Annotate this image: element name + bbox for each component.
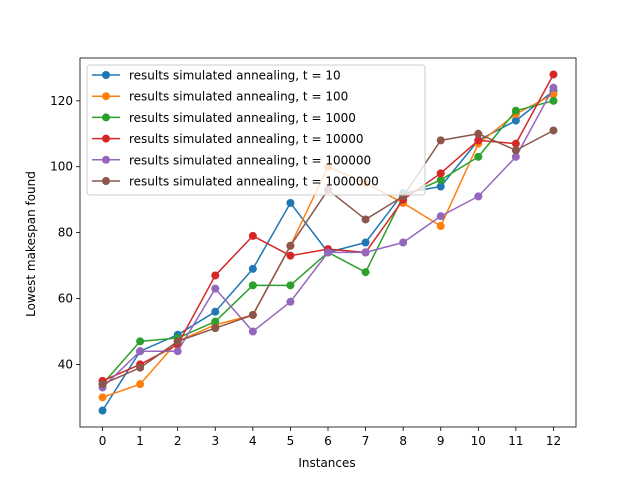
data-point-s2-3 xyxy=(211,317,220,326)
x-tick-label-3: 3 xyxy=(211,434,219,448)
data-point-s2-11 xyxy=(511,106,520,115)
data-point-s5-11 xyxy=(511,146,520,155)
data-point-s0-0 xyxy=(98,406,107,415)
legend-item-1: results simulated annealing, t = 100 xyxy=(92,90,348,104)
y-tick-label-3: 100 xyxy=(50,160,73,174)
data-point-s5-0 xyxy=(98,380,107,389)
y-tick-label-0: 40 xyxy=(58,357,73,371)
data-point-s3-5 xyxy=(286,251,295,260)
data-point-s5-1 xyxy=(136,363,145,372)
legend-label-2: results simulated annealing, t = 1000 xyxy=(129,111,356,125)
data-point-s3-9 xyxy=(436,169,445,178)
data-point-s4-7 xyxy=(361,248,370,257)
data-point-s3-11 xyxy=(511,139,520,148)
x-tick-label-10: 10 xyxy=(471,434,486,448)
legend-label-3: results simulated annealing, t = 10000 xyxy=(129,132,364,146)
x-tick-label-2: 2 xyxy=(174,434,182,448)
data-point-s4-2 xyxy=(173,347,182,356)
data-point-s5-7 xyxy=(361,215,370,224)
data-point-s4-3 xyxy=(211,284,220,293)
data-point-s1-0 xyxy=(98,393,107,402)
x-tick-label-12: 12 xyxy=(546,434,561,448)
data-point-s3-3 xyxy=(211,271,220,280)
data-point-s2-12 xyxy=(549,96,558,105)
legend-item-5: results simulated annealing, t = 1000000 xyxy=(92,175,379,189)
legend-item-0: results simulated annealing, t = 10 xyxy=(92,69,341,83)
data-point-s5-10 xyxy=(474,129,483,138)
x-tick-label-4: 4 xyxy=(249,434,257,448)
data-point-s1-9 xyxy=(436,222,445,231)
data-point-s2-5 xyxy=(286,281,295,290)
data-point-s2-10 xyxy=(474,152,483,161)
x-tick-label-5: 5 xyxy=(287,434,295,448)
data-point-s5-12 xyxy=(549,126,558,135)
legend: results simulated annealing, t = 10 resul… xyxy=(86,64,426,196)
x-tick-label-9: 9 xyxy=(437,434,445,448)
legend-label-4: results simulated annealing, t = 100000 xyxy=(129,153,371,167)
data-point-s0-3 xyxy=(211,307,220,316)
x-tick-label-11: 11 xyxy=(508,434,523,448)
data-point-s4-5 xyxy=(286,297,295,306)
data-point-s4-4 xyxy=(248,327,257,336)
data-point-s5-9 xyxy=(436,136,445,145)
legend-marker-4 xyxy=(102,155,110,164)
data-point-s4-8 xyxy=(399,238,408,247)
data-point-s4-9 xyxy=(436,212,445,221)
y-axis-label: Lowest makespan found xyxy=(24,171,38,317)
data-point-s0-5 xyxy=(286,198,295,207)
legend-label-1: results simulated annealing, t = 100 xyxy=(129,90,348,104)
data-point-s5-3 xyxy=(211,324,220,333)
data-point-s0-9 xyxy=(436,182,445,191)
x-axis-label: Instances xyxy=(298,456,355,470)
data-point-s4-1 xyxy=(136,347,145,356)
data-point-s0-4 xyxy=(248,264,257,273)
data-point-s4-6 xyxy=(324,248,332,257)
legend-marker-5 xyxy=(102,177,110,185)
data-point-s2-4 xyxy=(248,281,257,290)
legend-marker-0 xyxy=(102,71,110,79)
x-tick-label-6: 6 xyxy=(324,434,332,448)
data-point-s0-11 xyxy=(511,116,520,125)
data-point-s5-2 xyxy=(173,337,182,346)
legend-marker-3 xyxy=(102,134,110,143)
x-tick-label-0: 0 xyxy=(99,434,107,448)
x-tick-label-8: 8 xyxy=(399,434,407,448)
legend-item-2: results simulated annealing, t = 1000 xyxy=(92,111,356,125)
x-tick-label-1: 1 xyxy=(136,434,144,448)
data-point-s2-1 xyxy=(136,337,145,346)
data-point-s1-1 xyxy=(136,380,145,389)
data-point-s5-4 xyxy=(248,310,257,319)
data-point-s4-10 xyxy=(474,192,483,201)
y-tick-label-4: 120 xyxy=(50,94,73,108)
legend-item-3: results simulated annealing, t = 10000 xyxy=(92,132,364,146)
data-point-s5-5 xyxy=(286,241,295,250)
data-point-s3-12 xyxy=(549,70,558,79)
data-point-s2-7 xyxy=(361,268,370,277)
data-point-s2-9 xyxy=(436,175,445,184)
data-point-s0-7 xyxy=(361,238,370,247)
legend-label-0: results simulated annealing, t = 10 xyxy=(129,69,341,83)
y-tick-label-2: 80 xyxy=(58,226,73,240)
data-point-s3-4 xyxy=(248,231,257,240)
x-tick-label-7: 7 xyxy=(362,434,370,448)
legend-box xyxy=(86,64,426,196)
data-point-s4-11 xyxy=(511,152,520,161)
legend-marker-2 xyxy=(102,113,110,122)
legend-label-5: results simulated annealing, t = 1000000 xyxy=(129,175,379,189)
legend-marker-1 xyxy=(102,92,110,101)
data-point-s3-10 xyxy=(474,136,483,145)
data-point-s4-12 xyxy=(549,83,558,92)
legend-item-4: results simulated annealing, t = 100000 xyxy=(92,153,371,167)
y-tick-label-1: 60 xyxy=(58,292,73,306)
